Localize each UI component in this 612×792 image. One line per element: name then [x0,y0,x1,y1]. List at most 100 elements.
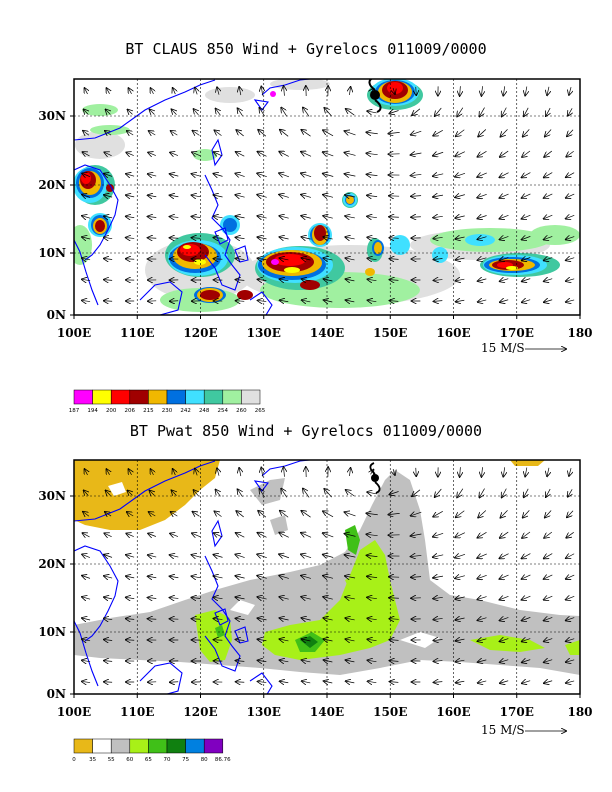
wind-vector [478,300,487,302]
wind-vector [106,469,109,475]
wind-vector [390,280,399,281]
wind-vector [104,237,113,238]
wind-vector [84,469,87,476]
wind-vector [104,640,113,641]
wind-vector [566,237,575,240]
wind-vector [522,596,531,600]
colorbar-swatch [185,389,205,405]
wind-vector [104,555,113,558]
wind-vector [525,86,527,96]
colorbar-label: 248 [199,408,210,414]
wind-vector [279,576,289,579]
wind-vector [170,195,179,196]
wind-vector [104,258,113,259]
wind-vector [128,110,133,115]
wind-vector [193,131,200,136]
wind-vector [345,597,355,599]
wind-vector [544,575,553,579]
wind-vector [284,467,285,477]
wind-vector [82,533,90,537]
wind-vector [214,640,223,641]
wind-vector [324,108,332,117]
wind-vector [345,131,356,135]
colorbar-swatch [166,389,186,405]
wind-vector [522,172,531,178]
wind-vector [148,174,157,176]
wind-vector [323,173,334,176]
wind-vector [500,639,509,642]
wind-vector [104,597,113,599]
wind-vector [172,109,177,114]
wind-vector [258,511,267,518]
pwat-lat-labels: 0N 10N 20N 30N [38,489,74,701]
wind-vector [456,129,465,137]
wind-vector [500,150,509,157]
wind-vector [104,280,113,281]
wind-vector [257,173,267,176]
wind-vector [478,681,487,683]
wind-vector [544,617,553,620]
wind-vector [323,216,333,218]
wind-vector [258,681,267,682]
wind-vector [346,681,355,683]
wind-vector [215,130,222,136]
wind-vector [566,300,575,302]
wind-vector [568,108,572,115]
wind-vector [345,258,355,260]
svg-text:15 M/S: 15 M/S [481,723,525,737]
wind-vector [193,512,200,517]
wind-vector [194,490,199,497]
wind-vector [82,576,91,579]
wind-vector [279,216,289,218]
wind-vector [261,468,262,477]
wind-vector [148,195,157,197]
colorbar-label: 0 [72,757,76,763]
wind-vector [82,639,91,641]
wind-vector [345,174,356,176]
wind-vector [346,490,355,497]
colorbar-swatch [129,389,149,405]
wind-vector [569,87,571,95]
wind-vector [301,618,311,620]
wind-vector [566,639,575,642]
lon-tick-label: 110E [120,705,154,719]
wind-vector [522,258,531,261]
wind-vector [502,107,507,117]
wind-vector [323,533,334,537]
wind-vector [345,618,355,620]
wind-vector [279,597,289,599]
wind-vector [389,598,399,599]
wind-vector [478,237,487,240]
wind-vector [214,216,223,217]
wind-vector [257,554,267,557]
wind-vector [503,86,504,95]
wind-vector [456,660,465,662]
wind-vector [478,129,487,136]
coastline-segment [253,480,269,492]
wind-vector [148,152,156,155]
wind-vector [236,682,245,683]
wind-vector [82,597,91,599]
wind-vector [547,86,549,95]
wind-vector [323,555,334,558]
wind-vector [388,513,400,514]
wind-vector [522,236,531,239]
wind-vector [82,173,91,176]
wind-vector [522,531,531,538]
wind-vector [478,660,487,662]
wind-vector [258,300,267,301]
wind-vector [324,300,333,302]
wind-vector [433,174,444,176]
wind-vector [148,217,157,218]
wind-vector [280,660,289,662]
wind-vector [522,617,531,620]
wind-vector [411,577,422,578]
wind-vector [368,681,377,682]
wind-vector [84,88,87,95]
wind-vector [236,301,245,302]
wind-vector [367,111,377,113]
wind-vector [433,555,444,557]
colorbar-swatch [203,389,224,405]
wind-vector [566,173,575,178]
wind-vector [411,196,422,197]
